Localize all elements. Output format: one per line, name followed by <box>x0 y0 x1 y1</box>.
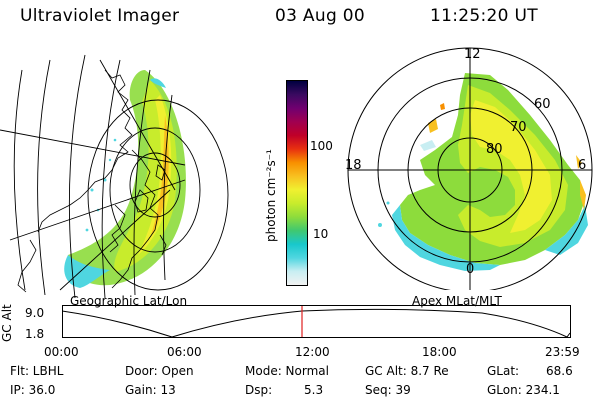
mode-info: Mode: Normal <box>245 364 329 378</box>
mlat-label-80: 80 <box>486 142 503 157</box>
timeline-tick-1800: 18:00 <box>422 345 457 359</box>
colorbar-tick-100: 100 <box>310 139 333 153</box>
geographic-map <box>0 54 229 299</box>
timeline-tick-0600: 06:00 <box>167 345 202 359</box>
instrument-title: Ultraviolet Imager <box>20 6 180 26</box>
mlat-label-70: 70 <box>510 120 527 135</box>
altitude-timeline-plot <box>62 305 571 338</box>
mlt-label-12: 12 <box>464 47 481 62</box>
timeline-tick-1200: 12:00 <box>295 345 330 359</box>
dsp-value: 5.3 <box>304 383 324 397</box>
glat-value: 68.6 <box>546 364 573 378</box>
timeline-y-top: 9.0 <box>25 306 45 320</box>
glon-info: GLon: 234.1 <box>487 383 560 397</box>
observation-time: 11:25:20 UT <box>430 6 538 26</box>
colorbar-tick-10: 10 <box>313 227 329 241</box>
left-panel-label: Geographic Lat/Lon <box>70 294 188 308</box>
mlt-label-18: 18 <box>345 158 362 173</box>
timeline-axis-label: GC Alt <box>0 304 14 342</box>
timeline-tick-0000: 00:00 <box>44 345 79 359</box>
gc-alt-info: GC Alt: 8.7 Re <box>365 364 449 378</box>
colorbar <box>286 80 308 286</box>
ip-info: IP: 36.0 <box>10 383 56 397</box>
polar-map <box>347 47 593 290</box>
colorbar-unit-label: photon cm⁻²s⁻¹ <box>264 149 278 242</box>
observation-date: 03 Aug 00 <box>275 6 365 26</box>
mlt-label-6: 6 <box>578 158 587 173</box>
door-info: Door: Open <box>125 364 194 378</box>
seq-info: Seq: 39 <box>365 383 411 397</box>
gain-info: Gain: 13 <box>125 383 176 397</box>
dsp-info: Dsp: <box>245 383 273 397</box>
mlat-label-60: 60 <box>534 97 551 112</box>
colorbar-gradient <box>287 81 307 285</box>
timeline-y-bottom: 1.8 <box>25 327 45 341</box>
glat-info: GLat: <box>487 364 520 378</box>
mlt-label-0: 0 <box>466 262 475 277</box>
right-panel-label: Apex MLat/MLT <box>412 294 502 308</box>
timeline-tick-2359: 23:59 <box>545 345 580 359</box>
filter-info: Flt: LBHL <box>10 364 64 378</box>
